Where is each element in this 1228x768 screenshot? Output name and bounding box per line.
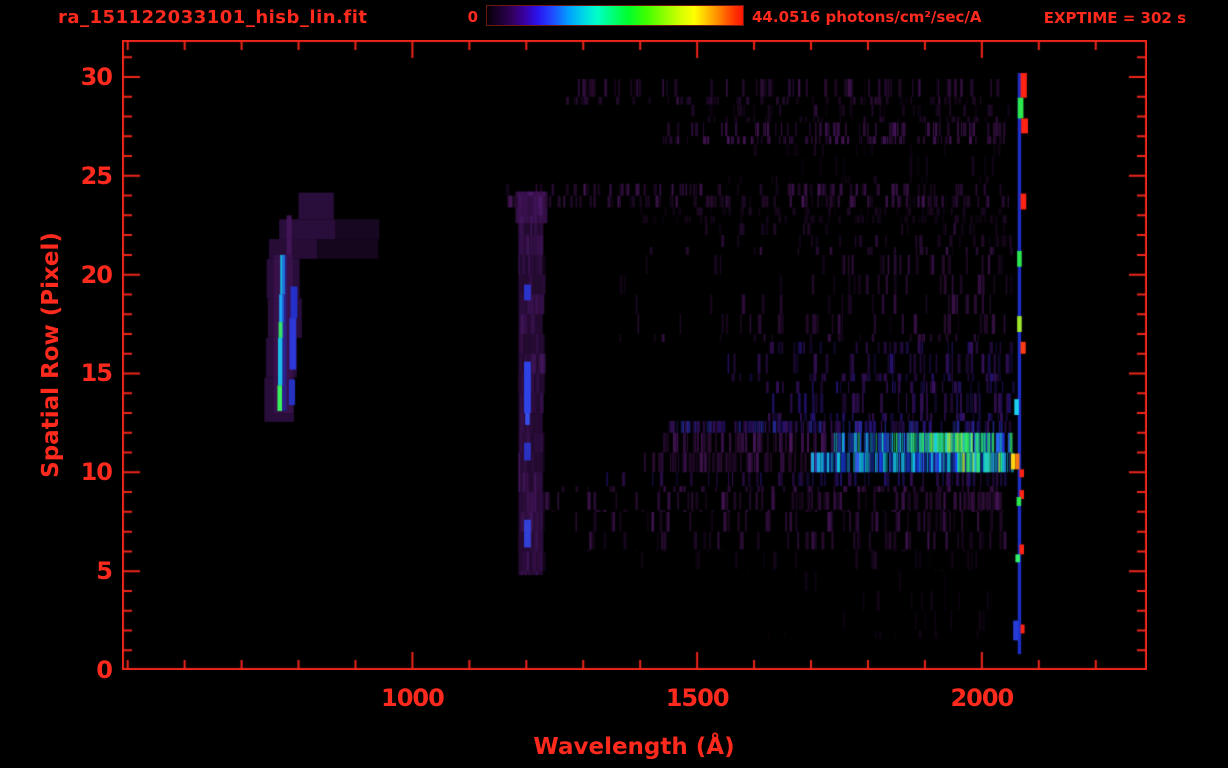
colorbar-max-label: 44.0516 photons/cm²/sec/A: [752, 8, 982, 26]
y-tick-label: 15: [80, 359, 113, 388]
colorbar-min-label: 0: [467, 8, 478, 26]
y-tick-label: 20: [80, 260, 113, 289]
y-axis-title: Spatial Row (Pixel): [38, 232, 64, 478]
y-tick-label: 5: [96, 557, 113, 586]
x-tick-label: 1000: [381, 684, 445, 712]
spectral-heatmap-canvas: [122, 40, 1147, 670]
y-tick-label: 10: [80, 458, 113, 487]
file-title: ra_151122033101_hisb_lin.fit: [58, 7, 368, 28]
exptime-label: EXPTIME = 302 s: [1043, 9, 1186, 27]
colorbar: [486, 5, 744, 26]
y-tick-label: 25: [80, 161, 113, 190]
x-tick-label: 2000: [950, 684, 1014, 712]
x-axis-title: Wavelength (Å): [533, 734, 735, 760]
x-tick-label: 1500: [665, 684, 730, 712]
y-tick-label: 0: [96, 656, 113, 684]
y-tick-label: 30: [80, 62, 113, 91]
